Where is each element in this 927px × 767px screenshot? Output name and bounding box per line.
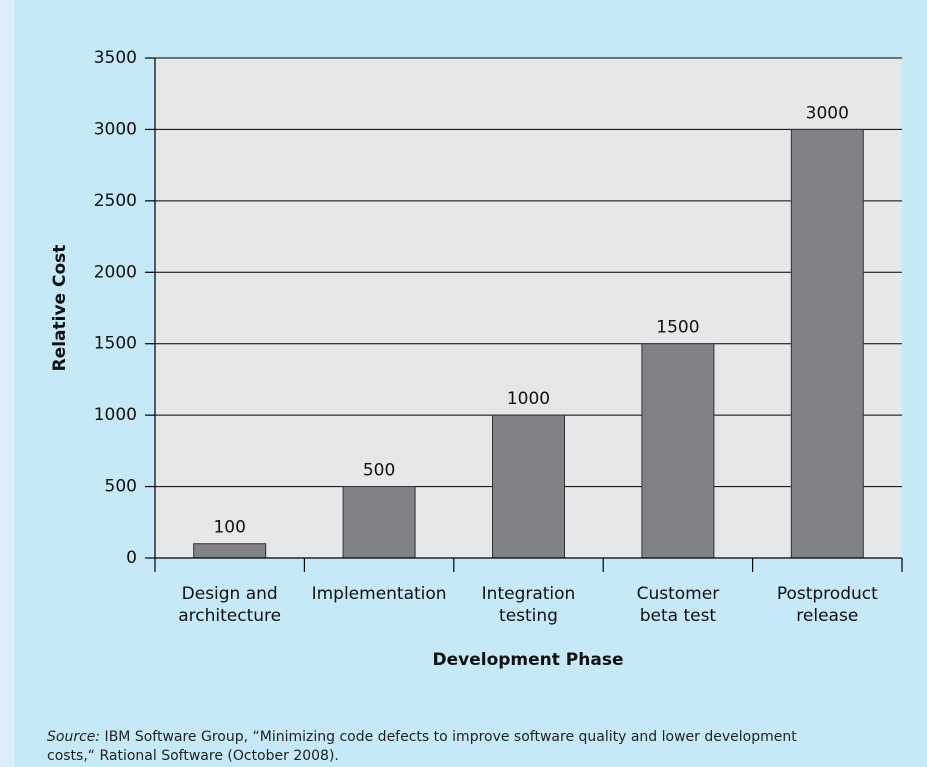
data-label: 1000	[507, 389, 550, 409]
y-axis-label: Relative Cost	[50, 245, 70, 372]
y-tick-label: 3500	[94, 48, 137, 68]
x-tick-label-line: architecture	[178, 606, 281, 626]
y-tick-label: 2500	[94, 191, 137, 211]
bar	[193, 543, 267, 559]
x-tick-label-line: testing	[499, 606, 558, 626]
x-tick-label: Design and architecture	[178, 584, 281, 626]
y-tick-label: 1500	[94, 334, 137, 354]
x-tick-label-line: beta test	[640, 606, 717, 626]
y-tick-label: 3000	[94, 119, 137, 139]
source-note: Source: IBM Software Group, “Minimizing …	[47, 729, 797, 745]
y-tick-label: 500	[105, 477, 137, 497]
x-tick-label-line: Integration	[482, 584, 576, 604]
edge-strip	[0, 0, 14, 767]
x-axis-label: Development Phase	[432, 650, 623, 670]
x-tick-label-line: Postproduct	[777, 584, 878, 604]
x-tick-label-line: Design and	[182, 584, 278, 604]
y-tick-label: 0	[126, 548, 137, 568]
y-tick-label: 2000	[94, 262, 137, 282]
bar	[790, 128, 864, 559]
source-text: IBM Software Group, “Minimizing code def…	[100, 729, 797, 745]
data-label: 1500	[656, 318, 699, 338]
y-tick-label: 1000	[94, 405, 137, 425]
data-label: 100	[213, 518, 245, 538]
source-text: costs,“ Rational Software (October 2008)…	[47, 748, 339, 764]
x-tick-label-line: Customer	[637, 584, 720, 604]
data-label: 3000	[806, 103, 849, 123]
x-tick-label: Customer beta test	[637, 584, 720, 626]
bar	[492, 414, 565, 559]
source-label: Source:	[47, 729, 100, 745]
x-tick-label-line: Implementation	[312, 584, 447, 604]
x-tick-label: Postproduct release	[777, 584, 878, 626]
data-label: 500	[363, 461, 395, 481]
x-tick-label: Integration testing	[482, 584, 576, 626]
bar	[342, 486, 416, 559]
x-tick-label: Implementation	[312, 584, 447, 604]
bar	[641, 343, 715, 559]
x-tick-label-line: release	[796, 606, 858, 626]
